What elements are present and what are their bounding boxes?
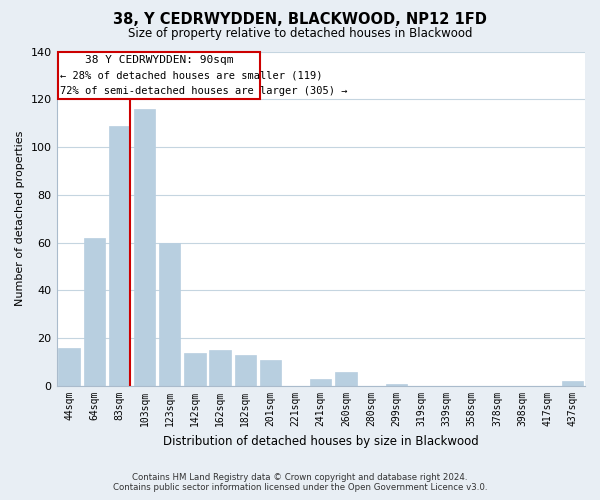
Bar xyxy=(235,355,256,386)
Bar xyxy=(386,384,407,386)
Bar xyxy=(134,109,155,386)
Y-axis label: Number of detached properties: Number of detached properties xyxy=(15,131,25,306)
Bar xyxy=(83,238,105,386)
Bar xyxy=(109,126,130,386)
Bar xyxy=(310,379,331,386)
Bar xyxy=(159,242,181,386)
Bar xyxy=(335,372,356,386)
Text: 38 Y CEDRWYDDEN: 90sqm: 38 Y CEDRWYDDEN: 90sqm xyxy=(85,55,233,65)
Bar xyxy=(260,360,281,386)
Text: 72% of semi-detached houses are larger (305) →: 72% of semi-detached houses are larger (… xyxy=(61,86,348,96)
FancyBboxPatch shape xyxy=(58,52,260,100)
Text: Contains HM Land Registry data © Crown copyright and database right 2024.
Contai: Contains HM Land Registry data © Crown c… xyxy=(113,473,487,492)
Bar xyxy=(58,348,80,386)
Text: Size of property relative to detached houses in Blackwood: Size of property relative to detached ho… xyxy=(128,28,472,40)
X-axis label: Distribution of detached houses by size in Blackwood: Distribution of detached houses by size … xyxy=(163,434,479,448)
Bar xyxy=(562,382,583,386)
Bar xyxy=(184,352,206,386)
Bar xyxy=(209,350,231,386)
Text: ← 28% of detached houses are smaller (119): ← 28% of detached houses are smaller (11… xyxy=(61,70,323,81)
Text: 38, Y CEDRWYDDEN, BLACKWOOD, NP12 1FD: 38, Y CEDRWYDDEN, BLACKWOOD, NP12 1FD xyxy=(113,12,487,28)
